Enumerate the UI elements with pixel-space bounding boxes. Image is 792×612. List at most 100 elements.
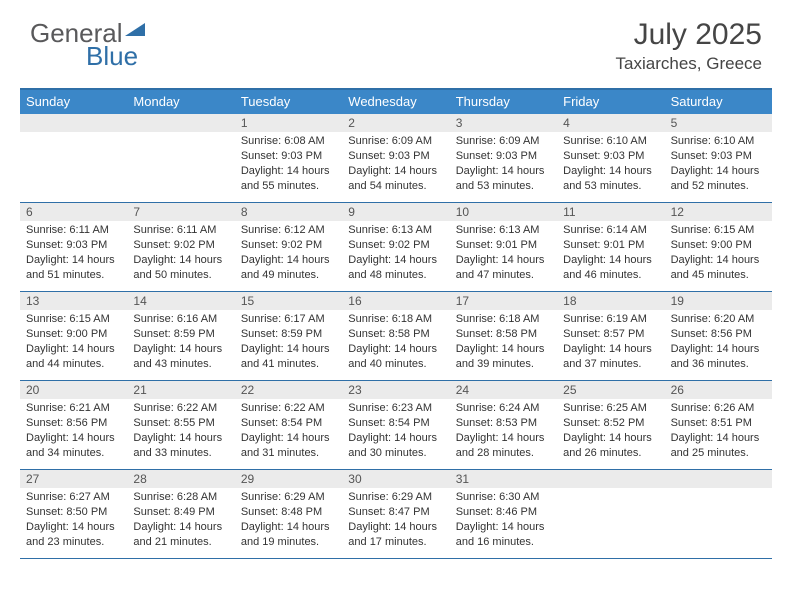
sunset-text: Sunset: 9:03 PM [456,149,551,164]
calendar-day: 4Sunrise: 6:10 AMSunset: 9:03 PMDaylight… [557,114,664,202]
day-details: Sunrise: 6:18 AMSunset: 8:58 PMDaylight:… [450,310,557,375]
sunrise-text: Sunrise: 6:14 AM [563,223,658,238]
day-number: 9 [342,203,449,221]
daylight-text: Daylight: 14 hours and 49 minutes. [241,253,336,283]
sunset-text: Sunset: 8:57 PM [563,327,658,342]
sunset-text: Sunset: 8:56 PM [26,416,121,431]
day-details [127,132,234,192]
calendar-day: 9Sunrise: 6:13 AMSunset: 9:02 PMDaylight… [342,203,449,291]
sunset-text: Sunset: 8:59 PM [133,327,228,342]
day-number: 20 [20,381,127,399]
day-details: Sunrise: 6:15 AMSunset: 9:00 PMDaylight:… [20,310,127,375]
daylight-text: Daylight: 14 hours and 37 minutes. [563,342,658,372]
sunrise-text: Sunrise: 6:08 AM [241,134,336,149]
calendar-day: 17Sunrise: 6:18 AMSunset: 8:58 PMDayligh… [450,292,557,380]
calendar-day: 10Sunrise: 6:13 AMSunset: 9:01 PMDayligh… [450,203,557,291]
sunset-text: Sunset: 8:46 PM [456,505,551,520]
day-number [665,470,772,488]
sunrise-text: Sunrise: 6:22 AM [241,401,336,416]
sunset-text: Sunset: 8:54 PM [348,416,443,431]
day-number: 31 [450,470,557,488]
day-number [127,114,234,132]
day-details: Sunrise: 6:30 AMSunset: 8:46 PMDaylight:… [450,488,557,553]
day-details: Sunrise: 6:18 AMSunset: 8:58 PMDaylight:… [342,310,449,375]
day-details [665,488,772,548]
day-details: Sunrise: 6:13 AMSunset: 9:02 PMDaylight:… [342,221,449,286]
daylight-text: Daylight: 14 hours and 31 minutes. [241,431,336,461]
day-number: 30 [342,470,449,488]
calendar-day: 22Sunrise: 6:22 AMSunset: 8:54 PMDayligh… [235,381,342,469]
logo: GeneralBlue [30,18,145,72]
day-number: 18 [557,292,664,310]
calendar-day: 28Sunrise: 6:28 AMSunset: 8:49 PMDayligh… [127,470,234,558]
day-details: Sunrise: 6:11 AMSunset: 9:03 PMDaylight:… [20,221,127,286]
day-number: 1 [235,114,342,132]
day-details: Sunrise: 6:22 AMSunset: 8:55 PMDaylight:… [127,399,234,464]
sunrise-text: Sunrise: 6:23 AM [348,401,443,416]
sunrise-text: Sunrise: 6:11 AM [133,223,228,238]
sunset-text: Sunset: 8:49 PM [133,505,228,520]
month-title: July 2025 [616,18,762,52]
sunrise-text: Sunrise: 6:18 AM [348,312,443,327]
day-details [20,132,127,192]
day-number: 14 [127,292,234,310]
daylight-text: Daylight: 14 hours and 45 minutes. [671,253,766,283]
calendar-day: 18Sunrise: 6:19 AMSunset: 8:57 PMDayligh… [557,292,664,380]
day-number: 28 [127,470,234,488]
calendar-day: 7Sunrise: 6:11 AMSunset: 9:02 PMDaylight… [127,203,234,291]
sunset-text: Sunset: 8:54 PM [241,416,336,431]
weekday-header: Sunday [20,90,127,114]
sunrise-text: Sunrise: 6:27 AM [26,490,121,505]
sunset-text: Sunset: 9:02 PM [348,238,443,253]
calendar-day: 24Sunrise: 6:24 AMSunset: 8:53 PMDayligh… [450,381,557,469]
weekday-header: Wednesday [342,90,449,114]
calendar-day: 11Sunrise: 6:14 AMSunset: 9:01 PMDayligh… [557,203,664,291]
sunrise-text: Sunrise: 6:12 AM [241,223,336,238]
sunrise-text: Sunrise: 6:22 AM [133,401,228,416]
daylight-text: Daylight: 14 hours and 19 minutes. [241,520,336,550]
sunrise-text: Sunrise: 6:11 AM [26,223,121,238]
sunrise-text: Sunrise: 6:16 AM [133,312,228,327]
sunset-text: Sunset: 9:03 PM [26,238,121,253]
day-number: 11 [557,203,664,221]
sunrise-text: Sunrise: 6:18 AM [456,312,551,327]
daylight-text: Daylight: 14 hours and 34 minutes. [26,431,121,461]
day-details: Sunrise: 6:15 AMSunset: 9:00 PMDaylight:… [665,221,772,286]
daylight-text: Daylight: 14 hours and 46 minutes. [563,253,658,283]
calendar-day: 2Sunrise: 6:09 AMSunset: 9:03 PMDaylight… [342,114,449,202]
day-details: Sunrise: 6:21 AMSunset: 8:56 PMDaylight:… [20,399,127,464]
day-details: Sunrise: 6:10 AMSunset: 9:03 PMDaylight:… [557,132,664,197]
daylight-text: Daylight: 14 hours and 39 minutes. [456,342,551,372]
daylight-text: Daylight: 14 hours and 25 minutes. [671,431,766,461]
weekday-header: Tuesday [235,90,342,114]
sunset-text: Sunset: 9:03 PM [671,149,766,164]
weekday-header: Saturday [665,90,772,114]
sunrise-text: Sunrise: 6:10 AM [563,134,658,149]
calendar-day: 27Sunrise: 6:27 AMSunset: 8:50 PMDayligh… [20,470,127,558]
page-header: GeneralBlue July 2025 Taxiarches, Greece [0,0,792,82]
daylight-text: Daylight: 14 hours and 53 minutes. [563,164,658,194]
daylight-text: Daylight: 14 hours and 30 minutes. [348,431,443,461]
daylight-text: Daylight: 14 hours and 21 minutes. [133,520,228,550]
logo-text-blue: Blue [86,41,145,72]
calendar-day: 31Sunrise: 6:30 AMSunset: 8:46 PMDayligh… [450,470,557,558]
day-number: 12 [665,203,772,221]
sunset-text: Sunset: 8:53 PM [456,416,551,431]
daylight-text: Daylight: 14 hours and 33 minutes. [133,431,228,461]
calendar-day: 29Sunrise: 6:29 AMSunset: 8:48 PMDayligh… [235,470,342,558]
calendar-week: 27Sunrise: 6:27 AMSunset: 8:50 PMDayligh… [20,470,772,559]
daylight-text: Daylight: 14 hours and 23 minutes. [26,520,121,550]
day-number: 25 [557,381,664,399]
daylight-text: Daylight: 14 hours and 17 minutes. [348,520,443,550]
calendar-day: 30Sunrise: 6:29 AMSunset: 8:47 PMDayligh… [342,470,449,558]
day-details: Sunrise: 6:27 AMSunset: 8:50 PMDaylight:… [20,488,127,553]
calendar-day: 3Sunrise: 6:09 AMSunset: 9:03 PMDaylight… [450,114,557,202]
sunset-text: Sunset: 8:58 PM [348,327,443,342]
day-details: Sunrise: 6:17 AMSunset: 8:59 PMDaylight:… [235,310,342,375]
daylight-text: Daylight: 14 hours and 54 minutes. [348,164,443,194]
sunrise-text: Sunrise: 6:15 AM [26,312,121,327]
day-details: Sunrise: 6:08 AMSunset: 9:03 PMDaylight:… [235,132,342,197]
calendar-day: 21Sunrise: 6:22 AMSunset: 8:55 PMDayligh… [127,381,234,469]
daylight-text: Daylight: 14 hours and 36 minutes. [671,342,766,372]
logo-triangle-icon [125,22,145,41]
